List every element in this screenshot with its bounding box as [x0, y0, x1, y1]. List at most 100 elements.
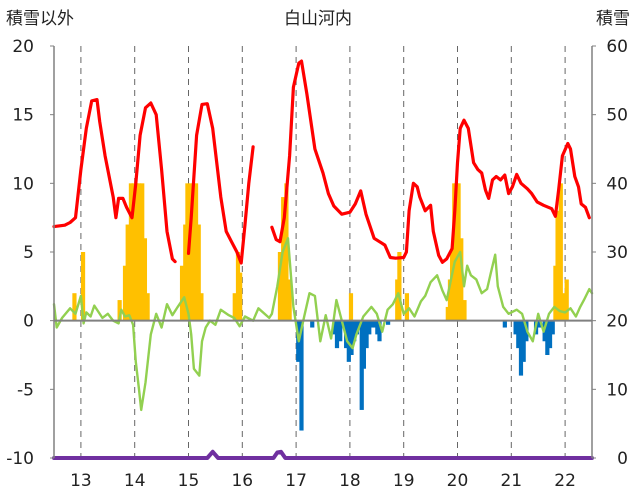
bar-2-22	[238, 272, 243, 321]
bar-2-11	[145, 293, 150, 321]
bar-2-28	[395, 279, 400, 321]
y-left-title: 積雪以外	[6, 9, 74, 29]
bar-3-33	[550, 320, 555, 335]
y-right-tick-label-0: 0	[617, 449, 628, 469]
x-tick-label-16: 16	[231, 471, 253, 491]
y-left-tick-label-0: 0	[23, 312, 34, 332]
bar-3-17	[369, 320, 375, 328]
bar-2-31	[445, 306, 450, 321]
grid	[80, 46, 566, 458]
bar-2-21	[235, 252, 241, 321]
x-tick-label-14: 14	[124, 471, 146, 491]
bar-3-2	[310, 320, 315, 328]
x-tick-label-22: 22	[554, 471, 576, 491]
bar-2-16	[191, 183, 196, 321]
bar-2-19	[199, 293, 204, 321]
bar-3-23	[513, 320, 518, 335]
bar-2-36	[456, 183, 461, 321]
bar-2-39	[553, 265, 558, 321]
bar-3-29	[537, 320, 542, 328]
bar-2-30	[404, 293, 410, 321]
line-4	[52, 449, 594, 460]
bar-2-4	[125, 224, 130, 321]
y-left-tick-label--10: -10	[6, 449, 34, 469]
y-right-tick-label-60: 60	[606, 37, 628, 57]
y-right-title: 積雪	[596, 9, 630, 29]
x-tick-label-17: 17	[285, 471, 307, 491]
bar-3-25	[518, 320, 524, 376]
bar-2-12	[179, 265, 185, 321]
bar-2-33	[450, 252, 455, 321]
bar-2-23	[277, 252, 283, 321]
bar-2-29	[397, 252, 402, 321]
bar-2-40	[555, 210, 560, 321]
bar-2-24	[281, 197, 286, 321]
bar-3-24	[516, 320, 521, 349]
bar-2-2	[117, 300, 122, 321]
y-right-tick-label-20: 20	[606, 312, 628, 332]
bar-2-3	[122, 265, 128, 321]
bar-2-26	[287, 279, 292, 321]
bar-3-13	[359, 320, 364, 410]
chart-title: 白山河内	[284, 9, 352, 29]
y-right-tick-label-30: 30	[606, 243, 628, 263]
lines	[52, 59, 594, 460]
bar-2-7	[134, 183, 139, 321]
y-right-tick-label-50: 50	[606, 106, 628, 126]
y-left-tick-label--5: -5	[17, 380, 34, 400]
bar-2-37	[459, 238, 464, 321]
y-left-tick-label-20: 20	[12, 37, 34, 57]
bar-2-6	[131, 183, 136, 321]
bar-2-5	[128, 183, 134, 321]
bar-2-13	[183, 224, 188, 321]
y-right-tick-label-10: 10	[606, 380, 628, 400]
bar-3-31	[545, 320, 550, 355]
x-tick-label-13: 13	[70, 471, 92, 491]
bar-3-21	[385, 320, 391, 325]
bars	[72, 183, 569, 431]
line-0-segment-0	[52, 98, 177, 264]
bar-3-16	[367, 320, 372, 335]
bar-2-8	[136, 183, 142, 321]
bar-3-1	[299, 320, 304, 431]
y-left-tick-label-15: 15	[12, 106, 34, 126]
bar-3-20	[377, 320, 382, 342]
line-1	[52, 237, 594, 412]
bar-2-17	[193, 183, 199, 321]
y-left-tick-label-5: 5	[23, 243, 34, 263]
x-tick-label-19: 19	[393, 471, 415, 491]
bar-2-25	[284, 183, 289, 321]
bar-3-3	[332, 320, 337, 335]
bar-2-34	[452, 183, 457, 321]
bar-2-1	[80, 252, 86, 321]
bar-3-11	[354, 320, 359, 335]
bar-2-42	[561, 293, 566, 321]
bar-3-19	[375, 320, 380, 335]
tick-labels: 13 14 15 16 17 18 19 20 21 22 -10 -5 0 5 10 15 20 0 10 20 30…	[6, 37, 628, 491]
bar-3-4	[334, 320, 340, 349]
bar-2-38	[462, 300, 467, 321]
bar-2-10	[142, 238, 148, 321]
x-tick-label-18: 18	[339, 471, 361, 491]
bar-2-41	[558, 183, 563, 321]
bar-3-5	[338, 320, 343, 342]
bar-3-9	[349, 320, 354, 355]
line-0-segment-2	[270, 59, 591, 264]
bar-2-9	[140, 183, 145, 321]
bar-2-0	[72, 293, 77, 321]
bar-3-22	[502, 320, 507, 328]
y-right-tick-label-40: 40	[606, 174, 628, 194]
y-left-tick-label-10: 10	[12, 174, 34, 194]
bar-3-26	[521, 320, 526, 362]
x-tick-label-21: 21	[500, 471, 522, 491]
x-tick-label-20: 20	[447, 471, 469, 491]
bar-2-20	[232, 293, 237, 321]
bar-2-32	[447, 279, 453, 321]
axes	[50, 45, 596, 459]
bar-2-27	[348, 293, 354, 321]
bar-3-10	[352, 320, 357, 342]
bar-2-18	[196, 224, 201, 321]
bar-2-35	[454, 183, 459, 321]
bar-3-32	[547, 320, 553, 349]
